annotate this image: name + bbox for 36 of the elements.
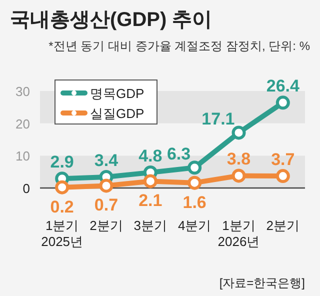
x-tick-label: 4분기 [178,218,212,233]
x-tick-label: 1분기 2026년 [218,218,260,249]
y-tick-label: 10 [16,148,30,164]
point [99,178,114,193]
data-label: 2.1 [138,191,162,210]
y-tick-label: 20 [16,116,30,132]
data-label: 17.1 [202,110,235,129]
data-label: 0.2 [50,197,74,216]
x-tick-label: 2분기 [90,218,123,233]
point [143,174,158,188]
x-tick-label: 3분기 [134,218,168,233]
legend-label: 명목GDP [90,86,144,101]
point [188,176,202,190]
data-label: 3.4 [94,151,119,170]
point [276,169,290,184]
point [55,180,70,194]
data-label: 2.9 [50,152,74,172]
y-tick-label: 30 [16,84,30,99]
point [232,168,246,183]
text: [자료=한국은행] [219,276,305,290]
x-tick-label: 1분기 2025년 [41,218,84,249]
point [232,126,246,140]
data-label: 1.6 [182,192,206,212]
point [188,160,202,175]
data-label: 26.4 [266,76,300,96]
data-label: 6.3 [166,144,191,164]
legend-label: 실질GDP [90,106,144,121]
x-tick-label: 2분기 [266,218,300,233]
data-label: 4.8 [138,146,162,166]
y-tick-label: 0 [22,181,30,196]
chart-subtitle: *전년 동기 대비 증가율 계절조정 잠정치, 단위: % [48,39,310,53]
data-label: 3.8 [226,150,251,169]
data-label: 0.7 [94,196,118,215]
point [276,96,290,110]
chart-title: 국내총생산(GDP) 추이 [10,9,212,31]
data-label: 3.7 [271,150,295,170]
